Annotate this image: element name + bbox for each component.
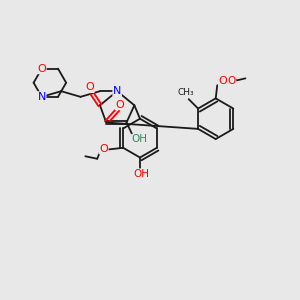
Text: N: N bbox=[38, 92, 46, 102]
Text: OH: OH bbox=[132, 134, 148, 144]
Text: O: O bbox=[85, 82, 94, 92]
Text: N: N bbox=[113, 86, 121, 96]
Text: O: O bbox=[38, 64, 46, 74]
Text: O: O bbox=[227, 76, 236, 86]
Text: O: O bbox=[218, 76, 227, 86]
Text: CH₃: CH₃ bbox=[177, 88, 194, 97]
Text: OH: OH bbox=[133, 169, 149, 179]
Text: O: O bbox=[115, 100, 124, 110]
Text: O: O bbox=[99, 144, 108, 154]
